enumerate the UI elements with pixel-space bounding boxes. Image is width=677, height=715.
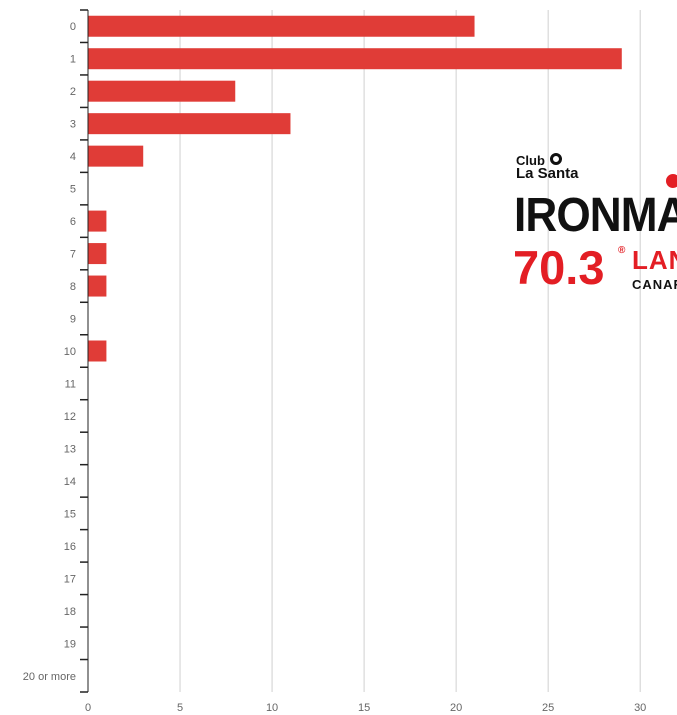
bar-6 — [88, 210, 107, 232]
y-tick-label-16: 16 — [64, 541, 76, 553]
y-tick-label-9: 9 — [70, 314, 76, 326]
logo-place-word: LANZAROTE — [632, 245, 677, 275]
y-tick-label-0: 0 — [70, 21, 76, 33]
y-tick-label-12: 12 — [64, 411, 76, 423]
logo-club-text: Club — [516, 153, 545, 168]
bars — [88, 15, 622, 362]
logo-lasanta-text: La Santa — [516, 165, 579, 182]
y-tick-label-14: 14 — [64, 476, 76, 488]
x-tick-label-3: 15 — [358, 702, 370, 714]
x-tick-label-6: 30 — [634, 702, 646, 714]
gridlines — [179, 10, 641, 692]
y-tick-label-5: 5 — [70, 184, 76, 196]
bar-2 — [88, 80, 236, 102]
club-la-santa-wordmark: Club La Santa — [516, 154, 579, 181]
y-tick-label-13: 13 — [64, 443, 76, 455]
y-tick-label-11: 11 — [65, 378, 76, 390]
y-tick-label-19: 19 — [64, 638, 76, 650]
x-axis-ticks: 0 5 10 15 20 25 30 — [85, 702, 646, 714]
club-la-santa-ironman-logo: Club La Santa IRONMAN 70.3 ® LANZAROTE C… — [512, 152, 677, 294]
club-ring-icon — [550, 153, 562, 165]
y-tick-label-20: 20 or more — [23, 671, 76, 683]
y-tick-label-3: 3 — [70, 119, 76, 131]
y-tick-label-6: 6 — [70, 216, 76, 228]
bar-8 — [88, 275, 107, 297]
bar-4 — [88, 145, 144, 167]
logo-registered-mark: ® — [618, 245, 626, 256]
bar-3 — [88, 113, 291, 135]
y-tick-label-15: 15 — [64, 508, 76, 520]
x-tick-label-5: 25 — [542, 702, 554, 714]
mdot-icon — [666, 174, 677, 188]
y-tick-label-1: 1 — [70, 54, 76, 66]
y-tick-label-8: 8 — [70, 281, 76, 293]
y-tick-label-2: 2 — [70, 86, 76, 98]
x-tick-label-2: 10 — [266, 702, 278, 714]
logo-brand-word: IRONMAN — [514, 189, 677, 242]
y-tick-label-7: 7 — [70, 249, 76, 261]
bar-10 — [88, 340, 107, 362]
y-tick-label-18: 18 — [64, 606, 76, 618]
bar-1 — [88, 48, 622, 70]
x-tick-label-0: 0 — [85, 702, 91, 714]
logo-race-number: 70.3 — [513, 241, 605, 294]
logo-country-word: CANARIAS — [632, 277, 677, 292]
x-tick-label-4: 20 — [450, 702, 462, 714]
bar-7 — [88, 243, 107, 265]
x-tick-label-1: 5 — [177, 702, 183, 714]
bar-0 — [88, 15, 475, 37]
y-tick-label-10: 10 — [64, 346, 76, 358]
y-tick-label-17: 17 — [64, 573, 76, 585]
y-tick-label-4: 4 — [70, 151, 76, 163]
